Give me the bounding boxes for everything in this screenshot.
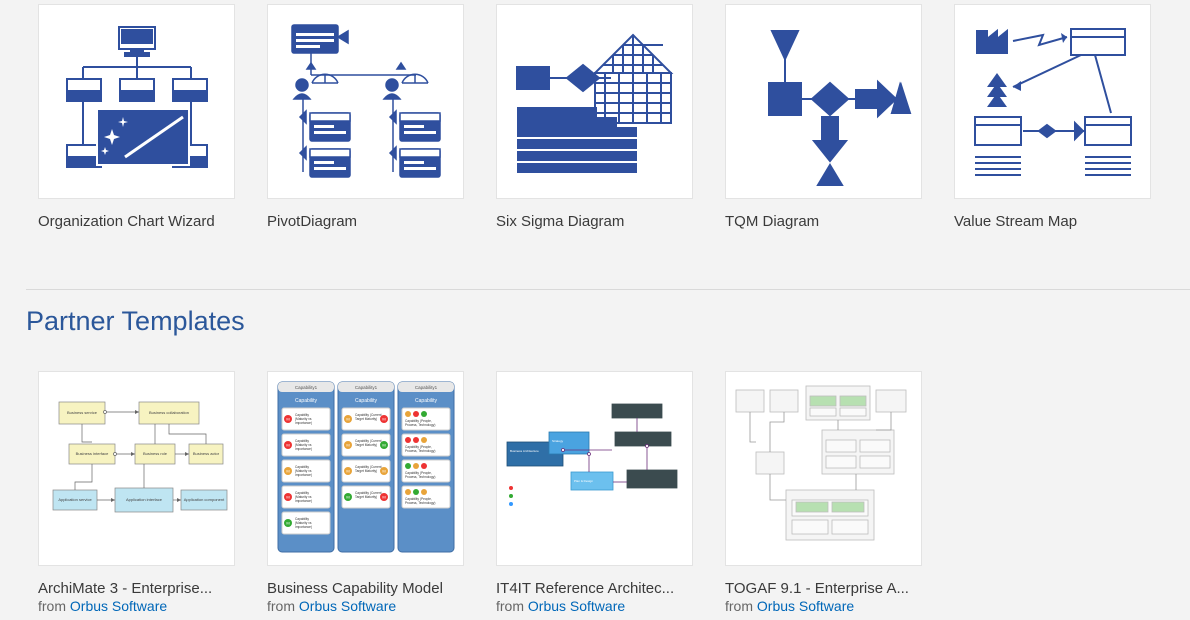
- svg-text:M: M: [286, 521, 289, 526]
- template-item: Business service Business collaboration …: [38, 371, 235, 614]
- template-label: PivotDiagram: [267, 213, 464, 231]
- template-card-togaf[interactable]: [725, 371, 922, 566]
- svg-text:M: M: [382, 469, 385, 474]
- svg-text:Capability: Capability: [295, 398, 317, 404]
- svg-text:Importance): Importance): [295, 525, 312, 529]
- svg-text:Target Maturity): Target Maturity): [355, 443, 377, 447]
- svg-text:M: M: [346, 417, 349, 422]
- svg-text:Plan & Design: Plan & Design: [574, 479, 593, 483]
- bcm-thumbnail: Capability1 Capability1 Capability1 Capa…: [268, 372, 463, 565]
- svg-text:Business actor: Business actor: [193, 451, 220, 456]
- svg-text:M: M: [382, 443, 385, 448]
- svg-text:Business collaboration: Business collaboration: [149, 410, 189, 415]
- template-item: Organization Chart Wizard: [38, 4, 235, 231]
- template-label: Organization Chart Wizard: [38, 213, 235, 231]
- template-vendor-line: from Orbus Software: [496, 598, 693, 614]
- from-label: from: [267, 598, 295, 614]
- svg-text:M: M: [346, 443, 349, 448]
- pivot-diagram-icon: [276, 17, 456, 187]
- template-card-org-chart-wizard[interactable]: [38, 4, 235, 199]
- svg-text:M: M: [286, 443, 289, 448]
- template-label: Business Capability Model: [267, 580, 464, 598]
- svg-text:Target Maturity): Target Maturity): [355, 495, 377, 499]
- svg-text:M: M: [346, 469, 349, 474]
- template-vendor-line: from Orbus Software: [267, 598, 464, 614]
- template-label: TQM Diagram: [725, 213, 922, 231]
- template-label: TOGAF 9.1 - Enterprise A...: [725, 580, 922, 598]
- template-row-partner: Business service Business collaboration …: [38, 371, 1190, 614]
- from-label: from: [38, 598, 66, 614]
- svg-text:Application interface: Application interface: [126, 497, 163, 502]
- template-item: Six Sigma Diagram: [496, 4, 693, 231]
- from-label: from: [725, 598, 753, 614]
- vendor-link[interactable]: Orbus Software: [757, 598, 854, 614]
- svg-text:Capability: Capability: [355, 398, 377, 404]
- svg-text:Business service: Business service: [67, 410, 98, 415]
- svg-text:Importance): Importance): [295, 473, 312, 477]
- svg-text:M: M: [382, 417, 385, 422]
- from-label: from: [496, 598, 524, 614]
- svg-text:Capability1: Capability1: [355, 385, 378, 390]
- template-label: IT4IT Reference Architec...: [496, 580, 693, 598]
- svg-text:M: M: [286, 469, 289, 474]
- archimate3-thumbnail: Business service Business collaboration …: [39, 372, 234, 565]
- template-item: Business Architecture Strategy Plan & De…: [496, 371, 693, 614]
- template-card-six-sigma[interactable]: [496, 4, 693, 199]
- svg-text:Importance): Importance): [295, 421, 312, 425]
- template-item: TQM Diagram: [725, 4, 922, 231]
- svg-text:Process, Technology): Process, Technology): [405, 423, 435, 427]
- template-card-it4it[interactable]: Business Architecture Strategy Plan & De…: [496, 371, 693, 566]
- svg-text:Strategy: Strategy: [552, 439, 564, 443]
- section-title-partner: Partner Templates: [26, 306, 1190, 337]
- it4it-thumbnail: Business Architecture Strategy Plan & De…: [497, 372, 692, 565]
- svg-text:M: M: [346, 495, 349, 500]
- svg-text:Capability1: Capability1: [295, 385, 318, 390]
- svg-text:Capability: Capability: [415, 398, 437, 404]
- svg-text:Capability1: Capability1: [415, 385, 438, 390]
- template-card-archimate3[interactable]: Business service Business collaboration …: [38, 371, 235, 566]
- vendor-link[interactable]: Orbus Software: [70, 598, 167, 614]
- template-label: ArchiMate 3 - Enterprise...: [38, 580, 235, 598]
- section-divider: [26, 289, 1190, 290]
- svg-text:Business role: Business role: [143, 451, 168, 456]
- template-card-tqm[interactable]: [725, 4, 922, 199]
- svg-text:Target Maturity): Target Maturity): [355, 469, 377, 473]
- template-item: Capability1 Capability1 Capability1 Capa…: [267, 371, 464, 614]
- svg-text:Target Maturity): Target Maturity): [355, 417, 377, 421]
- vendor-link[interactable]: Orbus Software: [528, 598, 625, 614]
- svg-text:Business interface: Business interface: [76, 451, 109, 456]
- template-row-builtin: Organization Chart Wizard: [38, 4, 1190, 231]
- template-card-value-stream[interactable]: [954, 4, 1151, 199]
- value-stream-icon: [963, 17, 1143, 187]
- org-chart-wizard-icon: [47, 17, 227, 187]
- six-sigma-icon: [505, 17, 685, 187]
- template-item: PivotDiagram: [267, 4, 464, 231]
- svg-text:Process, Technology): Process, Technology): [405, 475, 435, 479]
- tqm-icon: [734, 17, 914, 187]
- vendor-link[interactable]: Orbus Software: [299, 598, 396, 614]
- svg-text:Importance): Importance): [295, 499, 312, 503]
- svg-text:Process, Technology): Process, Technology): [405, 501, 435, 505]
- svg-text:M: M: [382, 495, 385, 500]
- template-item: TOGAF 9.1 - Enterprise A... from Orbus S…: [725, 371, 922, 614]
- template-card-bcm[interactable]: Capability1 Capability1 Capability1 Capa…: [267, 371, 464, 566]
- template-card-pivot-diagram[interactable]: [267, 4, 464, 199]
- template-vendor-line: from Orbus Software: [725, 598, 922, 614]
- svg-text:M: M: [286, 495, 289, 500]
- template-vendor-line: from Orbus Software: [38, 598, 235, 614]
- svg-text:Business Architecture: Business Architecture: [510, 449, 539, 453]
- template-label: Six Sigma Diagram: [496, 213, 693, 231]
- template-item: Value Stream Map: [954, 4, 1151, 231]
- svg-text:M: M: [286, 417, 289, 422]
- togaf-thumbnail: [726, 372, 921, 565]
- svg-text:Application component: Application component: [184, 497, 225, 502]
- svg-text:Application service: Application service: [58, 497, 92, 502]
- template-label: Value Stream Map: [954, 213, 1151, 231]
- svg-text:Process, Technology): Process, Technology): [405, 449, 435, 453]
- svg-text:Importance): Importance): [295, 447, 312, 451]
